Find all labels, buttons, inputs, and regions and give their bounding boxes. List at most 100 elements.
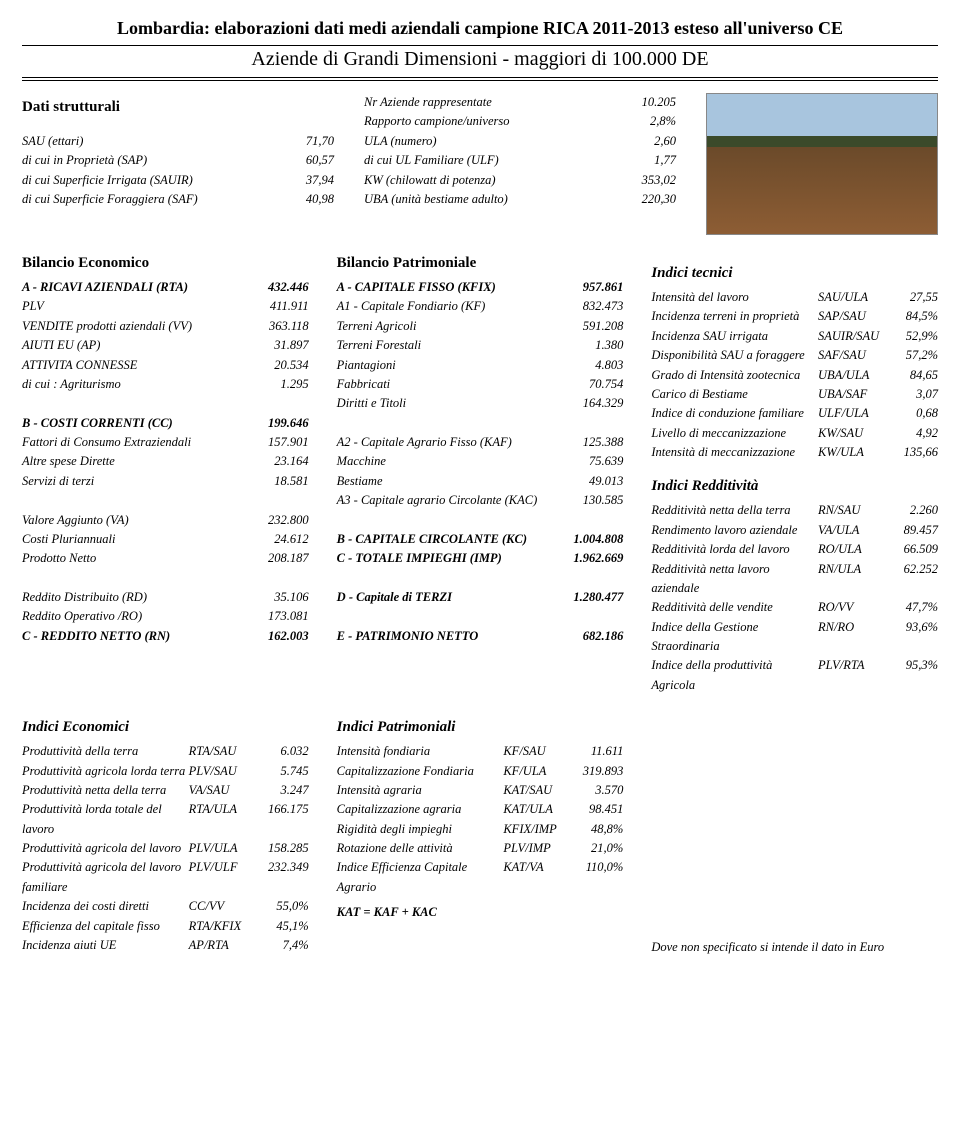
data-row: Grado di Intensità zootecnicaUBA/ULA84,6… [651, 366, 938, 385]
data-row: Redditività netta della terraRN/SAU2.260 [651, 501, 938, 520]
row-label: ULA (numero) [364, 132, 616, 151]
row-value: 66.509 [878, 540, 938, 559]
row-label: B - COSTI CORRENTI (CC) [22, 414, 249, 433]
row-value: 2,60 [616, 132, 676, 151]
row-label: C - TOTALE IMPIEGHI (IMP) [337, 549, 564, 568]
data-row: Capitalizzazione FondiariaKF/ULA319.893 [337, 762, 624, 781]
row-label: Grado di Intensità zootecnica [651, 366, 818, 385]
row-label: Redditività delle vendite [651, 598, 818, 617]
row-value: 31.897 [249, 336, 309, 355]
data-row: Piantagioni4.803 [337, 356, 624, 375]
data-row: Efficienza del capitale fissoRTA/KFIX45,… [22, 917, 309, 936]
row-value: 75.639 [563, 452, 623, 471]
divider [22, 80, 938, 81]
row-label: Incidenza aiuti UE [22, 936, 189, 955]
data-row: Indice della Gestione StraordinariaRN/RO… [651, 618, 938, 657]
section-title-indici-economici: Indici Economici [22, 719, 309, 736]
section-title-bilancio-patrimoniale: Bilancio Patrimoniale [337, 255, 624, 272]
row-ratio: AP/RTA [189, 936, 249, 955]
data-row: VENDITE prodotti aziendali (VV)363.118 [22, 317, 309, 336]
data-row [337, 414, 624, 433]
bilanci-block: Bilancio Economico A - RICAVI AZIENDALI … [22, 249, 938, 695]
data-row: Produttività agricola del lavoro familia… [22, 858, 309, 897]
row-ratio: PLV/IMP [503, 839, 563, 858]
data-row: Reddito Distribuito (RD)35.106 [22, 588, 309, 607]
row-label: di cui : Agriturismo [22, 375, 249, 394]
data-row: ULA (numero)2,60 [364, 132, 676, 151]
row-label: KW (chilowatt di potenza) [364, 171, 616, 190]
row-label: Incidenza dei costi diretti [22, 897, 189, 916]
row-value: 319.893 [563, 762, 623, 781]
data-row: Intensità fondiariaKF/SAU11.611 [337, 742, 624, 761]
row-value: 47,7% [878, 598, 938, 617]
data-row: Diritti e Titoli164.329 [337, 394, 624, 413]
row-label: Fabbricati [337, 375, 564, 394]
row-label: Livello di meccanizzazione [651, 424, 818, 443]
footnote: Dove non specificato si intende il dato … [651, 940, 938, 955]
row-label: Efficienza del capitale fisso [22, 917, 189, 936]
data-row: Intensità di meccanizzazioneKW/ULA135,66 [651, 443, 938, 462]
row-label: Produttività agricola lorda terra [22, 762, 189, 781]
section-title-indici-patrimoniali: Indici Patrimoniali [337, 719, 624, 736]
row-label: Disponibilità SAU a foraggere [651, 346, 818, 365]
row-label: Macchine [337, 452, 564, 471]
page-subtitle: Aziende di Grandi Dimensioni - maggiori … [22, 48, 938, 71]
row-value: 130.585 [563, 491, 623, 510]
data-row: Intensità del lavoroSAU/ULA27,55 [651, 288, 938, 307]
row-value: 832.473 [563, 297, 623, 316]
data-row: Disponibilità SAU a foraggereSAF/SAU57,2… [651, 346, 938, 365]
row-value: 157.901 [249, 433, 309, 452]
row-value: 7,4% [249, 936, 309, 955]
row-label: Carico di Bestiame [651, 385, 818, 404]
data-row: Carico di BestiameUBA/SAF3,07 [651, 385, 938, 404]
row-ratio: KW/SAU [818, 424, 878, 443]
data-row [337, 511, 624, 530]
divider [22, 77, 938, 78]
row-value: 363.118 [249, 317, 309, 336]
data-row: di cui Superficie Irrigata (SAUIR)37,94 [22, 171, 334, 190]
section-title-indici-redditivita: Indici Redditività [651, 478, 938, 495]
row-label: C - REDDITO NETTO (RN) [22, 627, 249, 646]
row-label: Prodotto Netto [22, 549, 249, 568]
section-title-dati-strutturali: Dati strutturali [22, 99, 334, 116]
row-label: Valore Aggiunto (VA) [22, 511, 249, 530]
row-value: 57,2% [878, 346, 938, 365]
row-label: Terreni Forestali [337, 336, 564, 355]
row-value: 2.260 [878, 501, 938, 520]
row-value: 40,98 [274, 190, 334, 209]
row-value: 682.186 [563, 627, 623, 646]
row-value: 220,30 [616, 190, 676, 209]
row-label: Indice Efficienza Capitale Agrario [337, 858, 504, 897]
data-row: Nr Aziende rappresentate10.205 [364, 93, 676, 112]
row-value: 4.803 [563, 356, 623, 375]
data-row: Livello di meccanizzazioneKW/SAU4,92 [651, 424, 938, 443]
row-label: Incidenza SAU irrigata [651, 327, 818, 346]
row-label: Rotazione delle attività [337, 839, 504, 858]
row-label: A2 - Capitale Agrario Fisso (KAF) [337, 433, 564, 452]
row-ratio: RTA/KFIX [189, 917, 249, 936]
data-row: C - TOTALE IMPIEGHI (IMP)1.962.669 [337, 549, 624, 568]
row-label: Piantagioni [337, 356, 564, 375]
row-value: 1.380 [563, 336, 623, 355]
row-value: 432.446 [249, 278, 309, 297]
row-value: 98.451 [563, 800, 623, 819]
row-label: E - PATRIMONIO NETTO [337, 627, 564, 646]
row-value: 1.004.808 [563, 530, 623, 549]
row-label: Indice della Gestione Straordinaria [651, 618, 818, 657]
row-value: 1,77 [616, 151, 676, 170]
row-label: Rendimento lavoro aziendale [651, 521, 818, 540]
data-row: Terreni Agricoli591.208 [337, 317, 624, 336]
data-row: Incidenza dei costi direttiCC/VV55,0% [22, 897, 309, 916]
row-value: 18.581 [249, 472, 309, 491]
row-value: 199.646 [249, 414, 309, 433]
row-ratio: PLV/SAU [189, 762, 249, 781]
row-ratio: VA/SAU [189, 781, 249, 800]
row-label: Intensità del lavoro [651, 288, 818, 307]
row-label: B - CAPITALE CIRCOLANTE (KC) [337, 530, 564, 549]
data-row: Intensità agrariaKAT/SAU3.570 [337, 781, 624, 800]
row-value: 232.800 [249, 511, 309, 530]
section-title-indici-tecnici: Indici tecnici [651, 265, 938, 282]
data-row: di cui : Agriturismo1.295 [22, 375, 309, 394]
row-ratio: KW/ULA [818, 443, 878, 462]
data-row: A2 - Capitale Agrario Fisso (KAF)125.388 [337, 433, 624, 452]
